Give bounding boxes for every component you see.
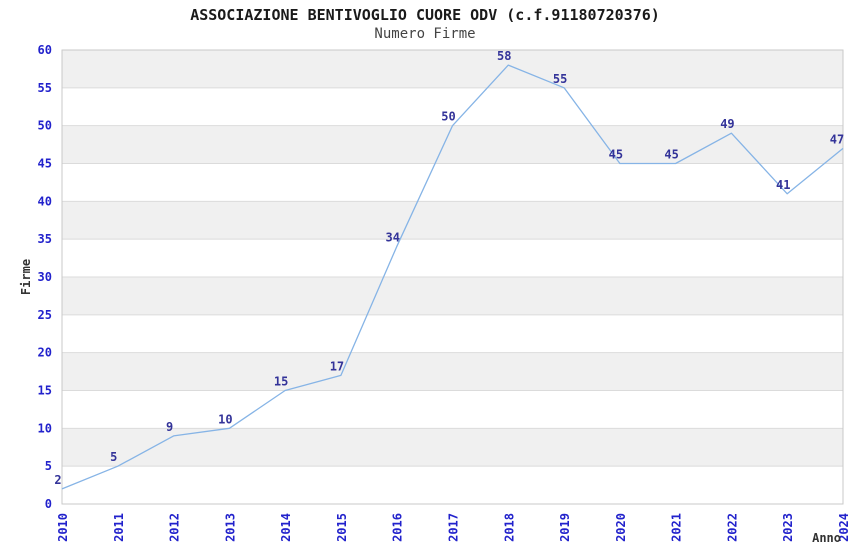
x-tick-label: 2010 [56,513,70,542]
x-tick-label: 2017 [447,513,461,542]
series-line [61,64,844,490]
data-label: 45 [664,148,678,162]
plot-border [61,49,844,505]
y-tick-label: 55 [38,81,52,95]
data-label: 2 [54,473,61,487]
x-tick-label: 2023 [781,513,795,542]
plot-band [62,277,843,315]
data-label: 10 [218,412,232,426]
data-label: 45 [609,148,623,162]
y-tick-label: 10 [38,421,52,435]
y-tick-label: 25 [38,308,52,322]
y-tick-label: 60 [38,43,52,57]
x-tick-label: 2015 [335,513,349,542]
y-tick-label: 5 [45,459,52,473]
y-tick-label: 40 [38,194,52,208]
x-tick-label: 2011 [112,513,126,542]
plot-band [62,201,843,240]
x-tick-label: 2016 [391,513,405,542]
data-label: 49 [720,117,734,131]
x-tick-label: 2021 [670,513,684,542]
x-tick-label: 2022 [725,513,739,542]
x-axis-title: Anno [812,531,841,545]
data-label: 58 [497,49,511,63]
y-tick-label: 30 [38,270,52,284]
x-tick-label: 2013 [223,513,237,542]
plot-band [62,125,843,164]
data-label: 55 [553,72,567,86]
data-label: 41 [776,178,790,192]
plot-band [62,428,843,467]
plot-band [62,352,843,391]
y-tick-label: 45 [38,157,52,171]
data-label: 50 [441,110,455,124]
y-tick-label: 20 [38,346,52,360]
y-tick-label: 15 [38,384,52,398]
plot-band [62,50,843,88]
data-label: 47 [830,132,844,146]
x-tick-label: 2024 [837,513,850,542]
data-label: 17 [330,359,344,373]
data-label: 15 [274,375,288,389]
data-label: 9 [166,420,173,434]
x-tick-label: 2020 [614,513,628,542]
x-tick-label: 2014 [279,513,293,542]
chart-title: ASSOCIAZIONE BENTIVOGLIO CUORE ODV (c.f.… [190,6,660,24]
chart-subtitle: Numero Firme [374,26,476,42]
data-label: 34 [385,231,399,245]
y-axis-title: Firme [19,259,33,295]
x-tick-label: 2018 [502,513,516,542]
y-tick-label: 0 [45,497,52,511]
y-tick-label: 50 [38,119,52,133]
x-tick-label: 2019 [558,513,572,542]
data-label: 5 [110,450,117,464]
x-tick-label: 2012 [168,513,182,542]
y-tick-label: 35 [38,232,52,246]
